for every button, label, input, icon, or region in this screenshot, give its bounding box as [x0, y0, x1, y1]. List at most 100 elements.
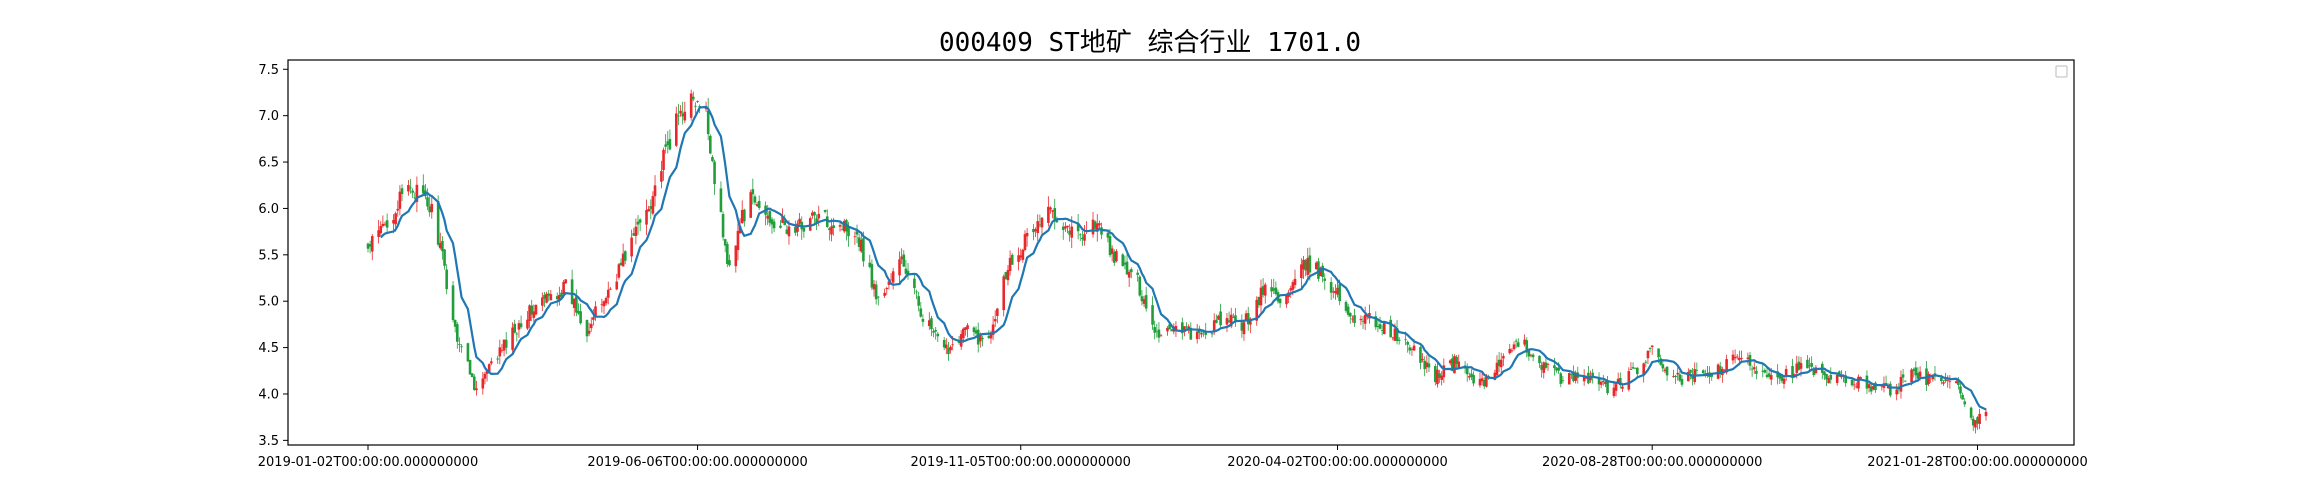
y-tick-label: 7.5: [258, 63, 279, 78]
candle-body: [1676, 372, 1680, 375]
candle-body: [1591, 372, 1594, 377]
candle-body: [1129, 269, 1133, 273]
candle-body: [1710, 373, 1714, 377]
candle-body: [1423, 360, 1426, 370]
candle-body: [709, 135, 712, 154]
candle-body: [1765, 374, 1769, 377]
candle-body: [979, 333, 982, 342]
candle-body: [1110, 248, 1114, 254]
candle-body: [989, 332, 993, 339]
candle-body: [1946, 380, 1950, 381]
candle-body: [517, 323, 521, 330]
candle-body: [413, 197, 417, 199]
candle-body: [930, 318, 933, 330]
candle-body: [949, 346, 952, 351]
candle-body: [1002, 276, 1006, 311]
candle-body: [1291, 282, 1295, 290]
candle-body: [874, 284, 878, 300]
candles-group: [366, 89, 1988, 434]
candle-body: [936, 333, 940, 337]
candle-body: [1249, 318, 1252, 325]
candle-body: [825, 216, 829, 227]
candle-body: [1419, 347, 1422, 363]
candle-body: [962, 328, 965, 339]
x-axis: 2019-01-02T00:00:00.000000000 2019-06-06T…: [258, 445, 2088, 470]
candle-body: [530, 305, 534, 315]
chart-title: 000409 ST地矿 综合行业 1701.0: [938, 28, 1362, 58]
candle-body: [1508, 348, 1512, 354]
candle-body: [1733, 356, 1737, 359]
candle-body: [959, 334, 963, 347]
candle-body: [915, 291, 918, 293]
candle-body: [1336, 287, 1339, 295]
candle-body: [683, 111, 687, 121]
candle-body: [383, 223, 387, 225]
candle-body: [1957, 380, 1960, 385]
candle-body: [1606, 380, 1609, 394]
candle-body: [1718, 366, 1722, 373]
candle-body: [694, 105, 697, 107]
candle-body: [1678, 374, 1682, 381]
candle-body: [1514, 340, 1518, 342]
candle-body: [455, 324, 459, 342]
candle-body: [653, 185, 657, 197]
candle-body: [1769, 375, 1773, 380]
candle-body: [594, 306, 597, 318]
candle-body: [1293, 278, 1297, 286]
candle-body: [1680, 378, 1684, 385]
candle-body: [974, 330, 978, 334]
candle-body: [1380, 329, 1384, 331]
candle-body: [847, 227, 850, 237]
candle-body: [1168, 324, 1171, 330]
candle-body: [723, 239, 727, 246]
candle-body: [1348, 312, 1352, 317]
candle-body: [766, 215, 770, 219]
x-tick-label: 2019-11-05T00:00:00.000000000: [911, 455, 1131, 470]
candle-body: [1038, 224, 1042, 226]
candle-body: [1895, 389, 1899, 395]
candle-body: [1797, 361, 1801, 370]
candle-body: [1108, 236, 1112, 256]
candle-body: [823, 209, 827, 212]
candle-body: [1544, 362, 1548, 368]
candle-body: [951, 344, 954, 346]
candle-body: [768, 211, 772, 223]
candle-body: [706, 110, 710, 135]
candle-body: [1010, 254, 1014, 265]
candle-body: [1351, 318, 1354, 320]
candle-body: [1793, 374, 1796, 376]
candle-body: [1255, 299, 1259, 321]
candle-body: [1663, 369, 1667, 372]
candle-body: [1421, 359, 1424, 361]
candle-body: [785, 229, 789, 234]
candle-body: [1083, 234, 1086, 241]
candle-body: [842, 220, 846, 232]
y-tick-label: 7.0: [258, 109, 279, 124]
candle-body: [1023, 234, 1027, 250]
candle-body: [666, 141, 670, 146]
candle-body: [519, 323, 523, 328]
candle-body: [1019, 255, 1023, 258]
candle-body: [808, 218, 812, 231]
candle-body: [587, 330, 591, 334]
candle-body: [1974, 420, 1977, 428]
candle-body: [1081, 237, 1084, 240]
candle-body: [1886, 386, 1890, 389]
candle-body: [1572, 371, 1575, 382]
candle-body: [1391, 337, 1395, 339]
candle-body: [1440, 375, 1444, 380]
candle-body: [1910, 369, 1913, 383]
candle-body: [1485, 376, 1488, 387]
candle-body: [1115, 251, 1118, 262]
candle-body: [1889, 383, 1892, 396]
candle-body: [647, 209, 650, 212]
candle-body: [572, 298, 576, 308]
candle-body: [1512, 344, 1516, 350]
candle-body: [830, 226, 833, 235]
candle-body: [638, 219, 642, 223]
candle-body: [906, 270, 910, 275]
candle-body: [436, 201, 440, 245]
candle-body: [1217, 315, 1220, 320]
candle-body: [430, 203, 434, 213]
candle-body: [1008, 257, 1012, 272]
